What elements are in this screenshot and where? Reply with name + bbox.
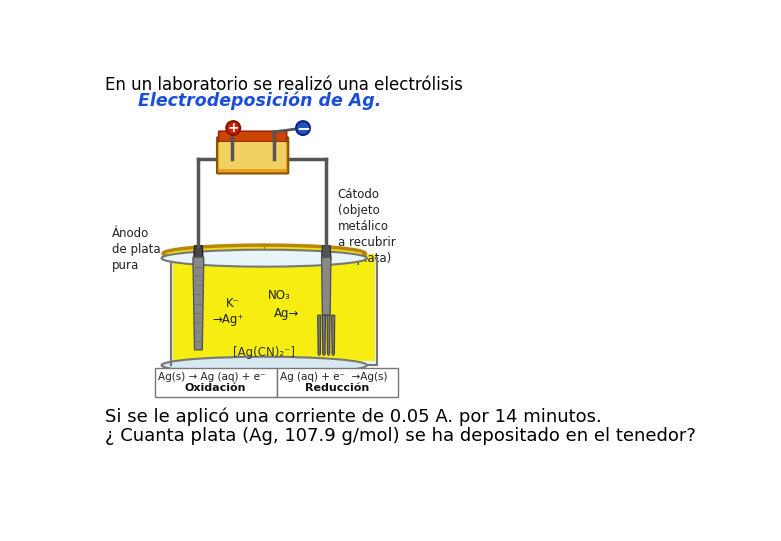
- Polygon shape: [322, 246, 331, 260]
- Text: →Ag⁺: →Ag⁺: [212, 313, 244, 326]
- Polygon shape: [318, 315, 321, 354]
- Ellipse shape: [162, 357, 367, 374]
- Text: Ánodo
de plata
pura: Ánodo de plata pura: [112, 227, 160, 272]
- Polygon shape: [323, 315, 326, 354]
- Polygon shape: [332, 315, 335, 354]
- Text: Ag (aq) + e⁻  →Ag(s): Ag (aq) + e⁻ →Ag(s): [280, 372, 387, 382]
- Text: −: −: [296, 119, 310, 137]
- Text: En un laboratorio se realizó una electrólisis: En un laboratorio se realizó una electró…: [105, 76, 463, 94]
- Text: Oxidación: Oxidación: [184, 383, 246, 393]
- Polygon shape: [194, 246, 203, 260]
- Text: Electrodeposición de Ag.: Electrodeposición de Ag.: [138, 92, 381, 110]
- Text: Ag→: Ag→: [274, 307, 300, 320]
- Text: +: +: [227, 121, 239, 135]
- FancyBboxPatch shape: [276, 368, 398, 397]
- Text: Ag(s) → Ag (aq) + e⁻: Ag(s) → Ag (aq) + e⁻: [158, 372, 266, 382]
- Polygon shape: [322, 258, 331, 315]
- Ellipse shape: [332, 352, 334, 355]
- FancyBboxPatch shape: [219, 131, 287, 142]
- Text: K⁻: K⁻: [226, 297, 241, 310]
- Text: Si se le aplicó una corriente de 0.05 A. por 14 minutos.: Si se le aplicó una corriente de 0.05 A.…: [105, 407, 602, 426]
- Text: Reducción: Reducción: [305, 383, 369, 393]
- Polygon shape: [219, 142, 286, 169]
- Ellipse shape: [323, 352, 325, 355]
- Circle shape: [296, 121, 310, 135]
- Text: Cátodo
(objeto
metálico
a recubrir
de plata): Cátodo (objeto metálico a recubrir de pl…: [338, 188, 396, 265]
- Text: [Ag(CN)₂⁻]: [Ag(CN)₂⁻]: [234, 346, 295, 359]
- FancyBboxPatch shape: [155, 368, 276, 397]
- Text: ¿ Cuanta plata (Ag, 107.9 g/mol) se ha depositado en el tenedor?: ¿ Cuanta plata (Ag, 107.9 g/mol) se ha d…: [105, 427, 696, 445]
- Polygon shape: [327, 315, 330, 354]
- Circle shape: [226, 121, 241, 135]
- Ellipse shape: [318, 352, 320, 355]
- Ellipse shape: [163, 245, 366, 262]
- Text: NO₃: NO₃: [268, 289, 291, 302]
- Ellipse shape: [327, 352, 330, 355]
- Polygon shape: [173, 254, 375, 361]
- Polygon shape: [171, 258, 376, 365]
- Ellipse shape: [162, 250, 367, 267]
- FancyBboxPatch shape: [217, 137, 288, 174]
- Polygon shape: [193, 258, 204, 350]
